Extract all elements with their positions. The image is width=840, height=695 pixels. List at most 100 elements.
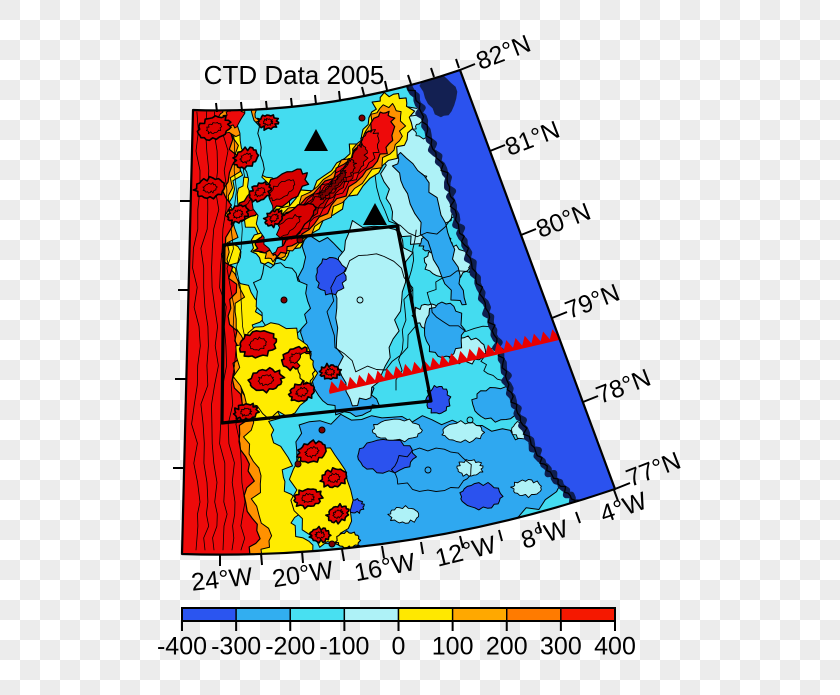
graticule-tick-right [614, 482, 631, 490]
colorbar-cell-7 [560, 607, 616, 622]
shelf-break-band [395, 70, 582, 510]
deep-hole [357, 438, 417, 474]
island-contour [239, 152, 253, 164]
graticule-tick-right [551, 311, 568, 319]
colorbar-label--300: -300 [211, 633, 261, 661]
island [248, 180, 273, 203]
graticule-tick-right [489, 144, 506, 152]
island [232, 146, 260, 170]
colorbar-cell-4 [397, 607, 454, 622]
graticule-tick-top [338, 90, 341, 101]
island [325, 502, 350, 525]
map-title: CTD Data 2005 [204, 60, 385, 90]
mid-depth-patch [424, 301, 466, 358]
island-contour [232, 209, 244, 219]
dark-corner-mass [419, 72, 458, 118]
station-triangle-marker [363, 203, 387, 225]
graticule-tick-bottom [381, 545, 385, 559]
colorbar-label-200: 200 [486, 633, 528, 661]
graticule-tick-top [407, 74, 412, 85]
colorbar-label--400: -400 [157, 633, 207, 661]
graticule-tick-top [265, 100, 268, 111]
study-area-box [220, 224, 433, 425]
colorbar-label-0: 0 [392, 633, 406, 661]
colorbar-cell-6 [506, 607, 562, 622]
island [308, 525, 332, 544]
islet-dot [358, 114, 366, 122]
station-triangle-marker [304, 129, 328, 151]
contour-line [326, 253, 418, 373]
island-contour [202, 182, 218, 194]
island-contour [314, 530, 325, 540]
ridge-summit [319, 170, 347, 201]
island-contour [262, 117, 274, 126]
graticule-tick-bottom [498, 529, 503, 542]
island [247, 366, 286, 394]
yellow-islet [296, 351, 316, 386]
island-contour [327, 472, 341, 483]
deep-hole [315, 257, 347, 296]
island-contour [257, 374, 275, 387]
colorbar-label-300: 300 [540, 633, 582, 661]
island [196, 114, 232, 142]
island-contour [206, 122, 223, 135]
island-contour [254, 187, 266, 198]
map-overlay-layer [180, 68, 617, 556]
shelf-break-contour [397, 72, 579, 507]
colorbar-cell-5 [451, 607, 508, 622]
graticule-tick-right [520, 228, 537, 236]
island-contour [301, 492, 315, 503]
island [296, 439, 327, 464]
graticule-tick-top [314, 94, 317, 105]
island [226, 204, 250, 226]
graticule-tick-top [430, 67, 435, 78]
island-contour [304, 446, 320, 459]
island [287, 379, 316, 403]
colorbar-label--200: -200 [265, 633, 315, 661]
shallow-patch-south [371, 418, 423, 443]
colorbar-cell-1 [235, 607, 291, 622]
island [319, 467, 348, 489]
graticule-tick-bottom [260, 552, 263, 566]
map-frame [180, 68, 617, 556]
graticule-ticks-and-labels: 82°N81°N80°N79°N78°N77°N24°W 20°W 16°W 12°W… [173, 30, 685, 597]
island [262, 208, 286, 229]
ridge-contour [308, 157, 358, 211]
depth-colorbar: -400 -300 -200 -100 0 100 200 300 400 [157, 607, 636, 661]
contour-dot [356, 296, 364, 304]
graticule-tick-bottom [537, 521, 542, 534]
graticule-tick-bottom [301, 550, 304, 564]
shallow-patch-south [387, 505, 420, 524]
island [293, 488, 324, 510]
contour-line [390, 447, 472, 492]
islet-dot [294, 460, 302, 468]
deep-hole [425, 385, 452, 415]
colorbar-label--100: -100 [319, 633, 369, 661]
colorbar-cell-3 [343, 607, 400, 622]
mid-depth-crescent [391, 152, 467, 306]
graticule-tick-top [384, 80, 388, 91]
islet-dot [328, 540, 336, 548]
lon-label-24w: 24°W [190, 562, 254, 596]
island-contour [295, 386, 309, 398]
shallow-patch-south [456, 459, 484, 477]
island-contour [269, 213, 280, 224]
contour-dot [424, 466, 432, 474]
islet-dot [280, 296, 288, 304]
yellow-islet [334, 530, 362, 550]
graticule-tick-top [240, 101, 243, 112]
colorbar-cell-2 [289, 607, 346, 622]
land-contour-line [219, 111, 229, 551]
bathymetry-terrain-layer [182, 70, 615, 555]
islet-dot [318, 426, 326, 434]
island [192, 175, 226, 200]
graticule-tick-bottom [459, 535, 464, 549]
shallow-patch-south [441, 420, 486, 444]
colorbar-label-100: 100 [432, 633, 474, 661]
ctd-transect-line [329, 329, 560, 394]
graticule-tick-bottom [420, 541, 424, 555]
shallow-patch-south [510, 478, 542, 499]
island [232, 402, 260, 423]
graticule-tick-right [459, 63, 476, 71]
